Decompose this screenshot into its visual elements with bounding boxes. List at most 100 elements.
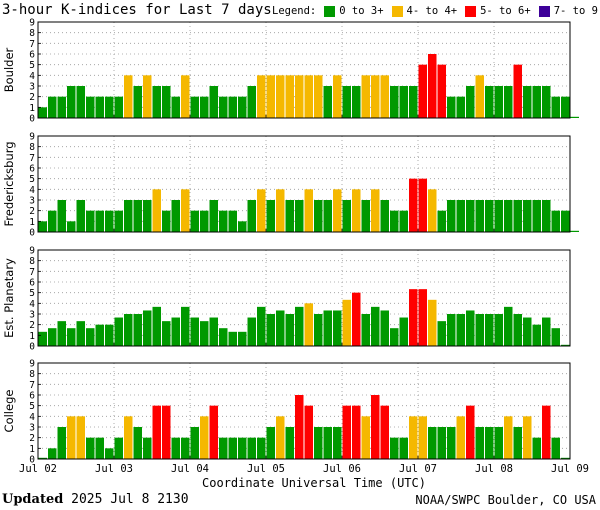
bar — [48, 210, 57, 232]
bar — [190, 210, 199, 232]
bar — [380, 75, 389, 118]
bar — [114, 96, 123, 118]
bar — [95, 437, 104, 459]
panel-name-label: Fredericksburg — [2, 141, 16, 226]
bar — [48, 448, 57, 459]
bar — [399, 437, 408, 459]
bar — [209, 200, 218, 232]
chart-title: 3-hour K-indices for Last 7 days — [2, 2, 272, 18]
bar — [390, 86, 399, 118]
bar — [437, 321, 446, 346]
y-tick-label: 0 — [29, 455, 35, 466]
y-tick-label: 4 — [29, 299, 35, 310]
bar — [266, 200, 275, 232]
bar — [333, 75, 342, 118]
bar — [532, 200, 541, 232]
bar — [418, 178, 427, 232]
bar — [485, 86, 494, 118]
bar — [209, 317, 218, 346]
bar — [361, 416, 370, 459]
bar — [371, 189, 380, 232]
bar — [361, 200, 370, 232]
bar — [228, 210, 237, 232]
bar — [257, 75, 266, 118]
bar — [314, 314, 323, 346]
bar — [323, 86, 332, 118]
bar — [76, 416, 85, 459]
bar — [38, 331, 47, 346]
bar — [314, 200, 323, 232]
bar — [57, 200, 66, 232]
y-tick-label: 1 — [29, 444, 35, 455]
bar — [475, 314, 484, 346]
source-credit: NOAA/SWPC Boulder, CO USA — [415, 493, 596, 507]
bar — [76, 321, 85, 346]
bar — [390, 210, 399, 232]
bar — [219, 210, 228, 232]
bar — [86, 437, 95, 459]
bar — [561, 457, 570, 459]
bar — [257, 189, 266, 232]
bar — [561, 344, 570, 346]
bar — [561, 96, 570, 118]
bar — [532, 437, 541, 459]
y-tick-label: 4 — [29, 412, 35, 423]
bar — [200, 416, 209, 459]
bar — [542, 200, 551, 232]
bar — [399, 317, 408, 346]
bar — [190, 427, 199, 459]
bar — [304, 405, 313, 459]
bar — [570, 230, 579, 232]
bar — [124, 75, 133, 118]
bar — [447, 427, 456, 459]
bar — [323, 200, 332, 232]
bar — [238, 96, 247, 118]
legend-item-5-6: 5- to 6+ — [480, 5, 531, 17]
bar — [209, 405, 218, 459]
bar — [67, 86, 76, 118]
bar — [200, 321, 209, 346]
y-tick-label: 1 — [29, 103, 35, 114]
legend-item-4: 4- to 4+ — [406, 5, 458, 17]
bar — [513, 200, 522, 232]
bar — [352, 189, 361, 232]
bar — [219, 328, 228, 346]
x-tick-label: Jul 02 — [19, 463, 57, 475]
bar — [162, 321, 171, 346]
bar — [456, 314, 465, 346]
bar — [361, 314, 370, 346]
bar — [428, 299, 437, 346]
panel-frame — [37, 135, 571, 233]
bar — [67, 328, 76, 346]
y-tick-label: 8 — [29, 256, 35, 267]
bar — [105, 448, 114, 459]
bar — [399, 86, 408, 118]
bar — [447, 96, 456, 118]
bar — [333, 427, 342, 459]
x-tick-label: Jul 03 — [95, 463, 133, 475]
bar — [428, 54, 437, 118]
bar — [190, 96, 199, 118]
bar — [314, 75, 323, 118]
legend-label: Legend: — [272, 5, 317, 17]
bar — [190, 317, 199, 346]
y-tick-label: 8 — [29, 142, 35, 153]
bar — [542, 405, 551, 459]
bar — [133, 314, 142, 346]
bar — [342, 299, 351, 346]
panel-frame — [37, 362, 571, 460]
bar — [504, 86, 513, 118]
bar — [76, 86, 85, 118]
y-tick-label: 9 — [29, 132, 35, 143]
bar — [171, 317, 180, 346]
bar — [133, 200, 142, 232]
bar — [466, 310, 475, 346]
bar — [238, 331, 247, 346]
bar — [475, 75, 484, 118]
bar — [532, 324, 541, 346]
bar — [228, 96, 237, 118]
bar — [551, 96, 560, 118]
bar — [352, 86, 361, 118]
x-axis-label: Coordinate Universal Time (UTC) — [202, 476, 426, 490]
bar — [342, 86, 351, 118]
